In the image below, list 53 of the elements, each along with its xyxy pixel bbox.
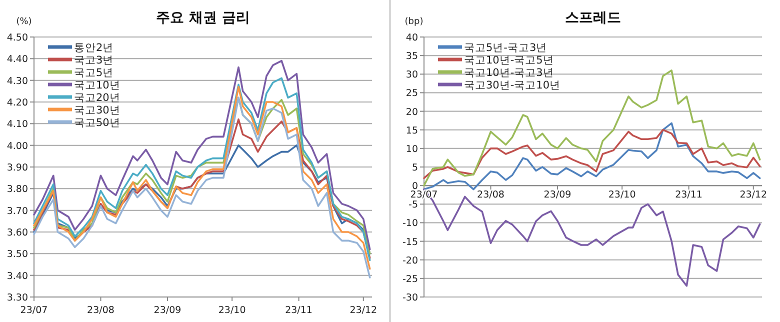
- y-tick-label: -10: [402, 218, 418, 230]
- y-tick-label: 20: [406, 106, 418, 118]
- y-tick-label: 35: [406, 51, 418, 62]
- y-tick-label: 4.50: [6, 32, 28, 44]
- y-tick-label: 3.60: [6, 228, 28, 238]
- legend-label: 국고10년-국고5년: [464, 54, 554, 66]
- y-tick-label: -20: [402, 255, 418, 266]
- chart-title: 주요 채권 금리: [156, 10, 250, 26]
- legend-label: 국고5년-국고3년: [464, 42, 548, 54]
- legend-label: 국고30년-국고10년: [464, 80, 561, 92]
- y-axis-title: (bp): [404, 17, 424, 27]
- x-tick-label: 23/08: [87, 305, 114, 316]
- x-tick-label: 23/11: [675, 190, 702, 201]
- x-tick-label: 23/07: [20, 305, 48, 316]
- x-tick-label: 23/12: [350, 305, 378, 316]
- y-tick-label: 4.00: [6, 140, 28, 152]
- y-tick-label: 15: [406, 125, 418, 136]
- y-tick-label: 4.10: [6, 119, 28, 130]
- y-tick-label: 40: [406, 32, 418, 44]
- y-tick-label: 4.40: [6, 54, 28, 66]
- y-tick-label: 3.70: [6, 206, 28, 217]
- x-tick-label: 23/09: [544, 190, 572, 201]
- x-tick-label: 23/10: [608, 190, 636, 201]
- legend-label: 국고30년: [74, 104, 120, 116]
- y-tick-label: -5: [408, 200, 418, 211]
- legend-label: 국고3년: [74, 54, 114, 66]
- y-tick-label: 4.20: [6, 98, 28, 108]
- y-axis-title: (%): [16, 17, 32, 27]
- y-tick-label: 10: [406, 144, 418, 155]
- y-tick-label: 25: [406, 88, 418, 100]
- y-tick-label: 3.40: [6, 270, 28, 282]
- x-tick-label: 23/10: [218, 305, 246, 316]
- x-tick-label: 23/11: [285, 305, 312, 316]
- y-tick-label: 3.50: [6, 249, 28, 260]
- x-tick-label: 23/12: [740, 190, 768, 201]
- y-tick-label: 3.80: [6, 184, 28, 196]
- legend-label: 국고10년-국고3년: [464, 67, 554, 79]
- legend-label: 국고50년: [74, 117, 120, 129]
- legend-label: 국고20년: [74, 92, 120, 104]
- x-tick-label: 23/08: [477, 190, 504, 201]
- x-tick-label: 23/09: [154, 305, 182, 316]
- legend-label: 국고5년: [74, 67, 114, 79]
- y-tick-label: -15: [402, 236, 418, 248]
- y-tick-label: -30: [402, 292, 418, 304]
- legend-label: 국고10년: [74, 80, 120, 92]
- y-tick-label: 5: [412, 162, 418, 174]
- chart-title: 스프레드: [565, 10, 621, 26]
- y-tick-label: 3.30: [6, 292, 28, 304]
- y-tick-label: 30: [406, 70, 418, 81]
- y-tick-label: -25: [402, 274, 418, 285]
- y-tick-label: 3.90: [6, 162, 28, 174]
- legend-label: 통안2년: [74, 42, 114, 54]
- y-tick-label: 4.30: [6, 76, 28, 87]
